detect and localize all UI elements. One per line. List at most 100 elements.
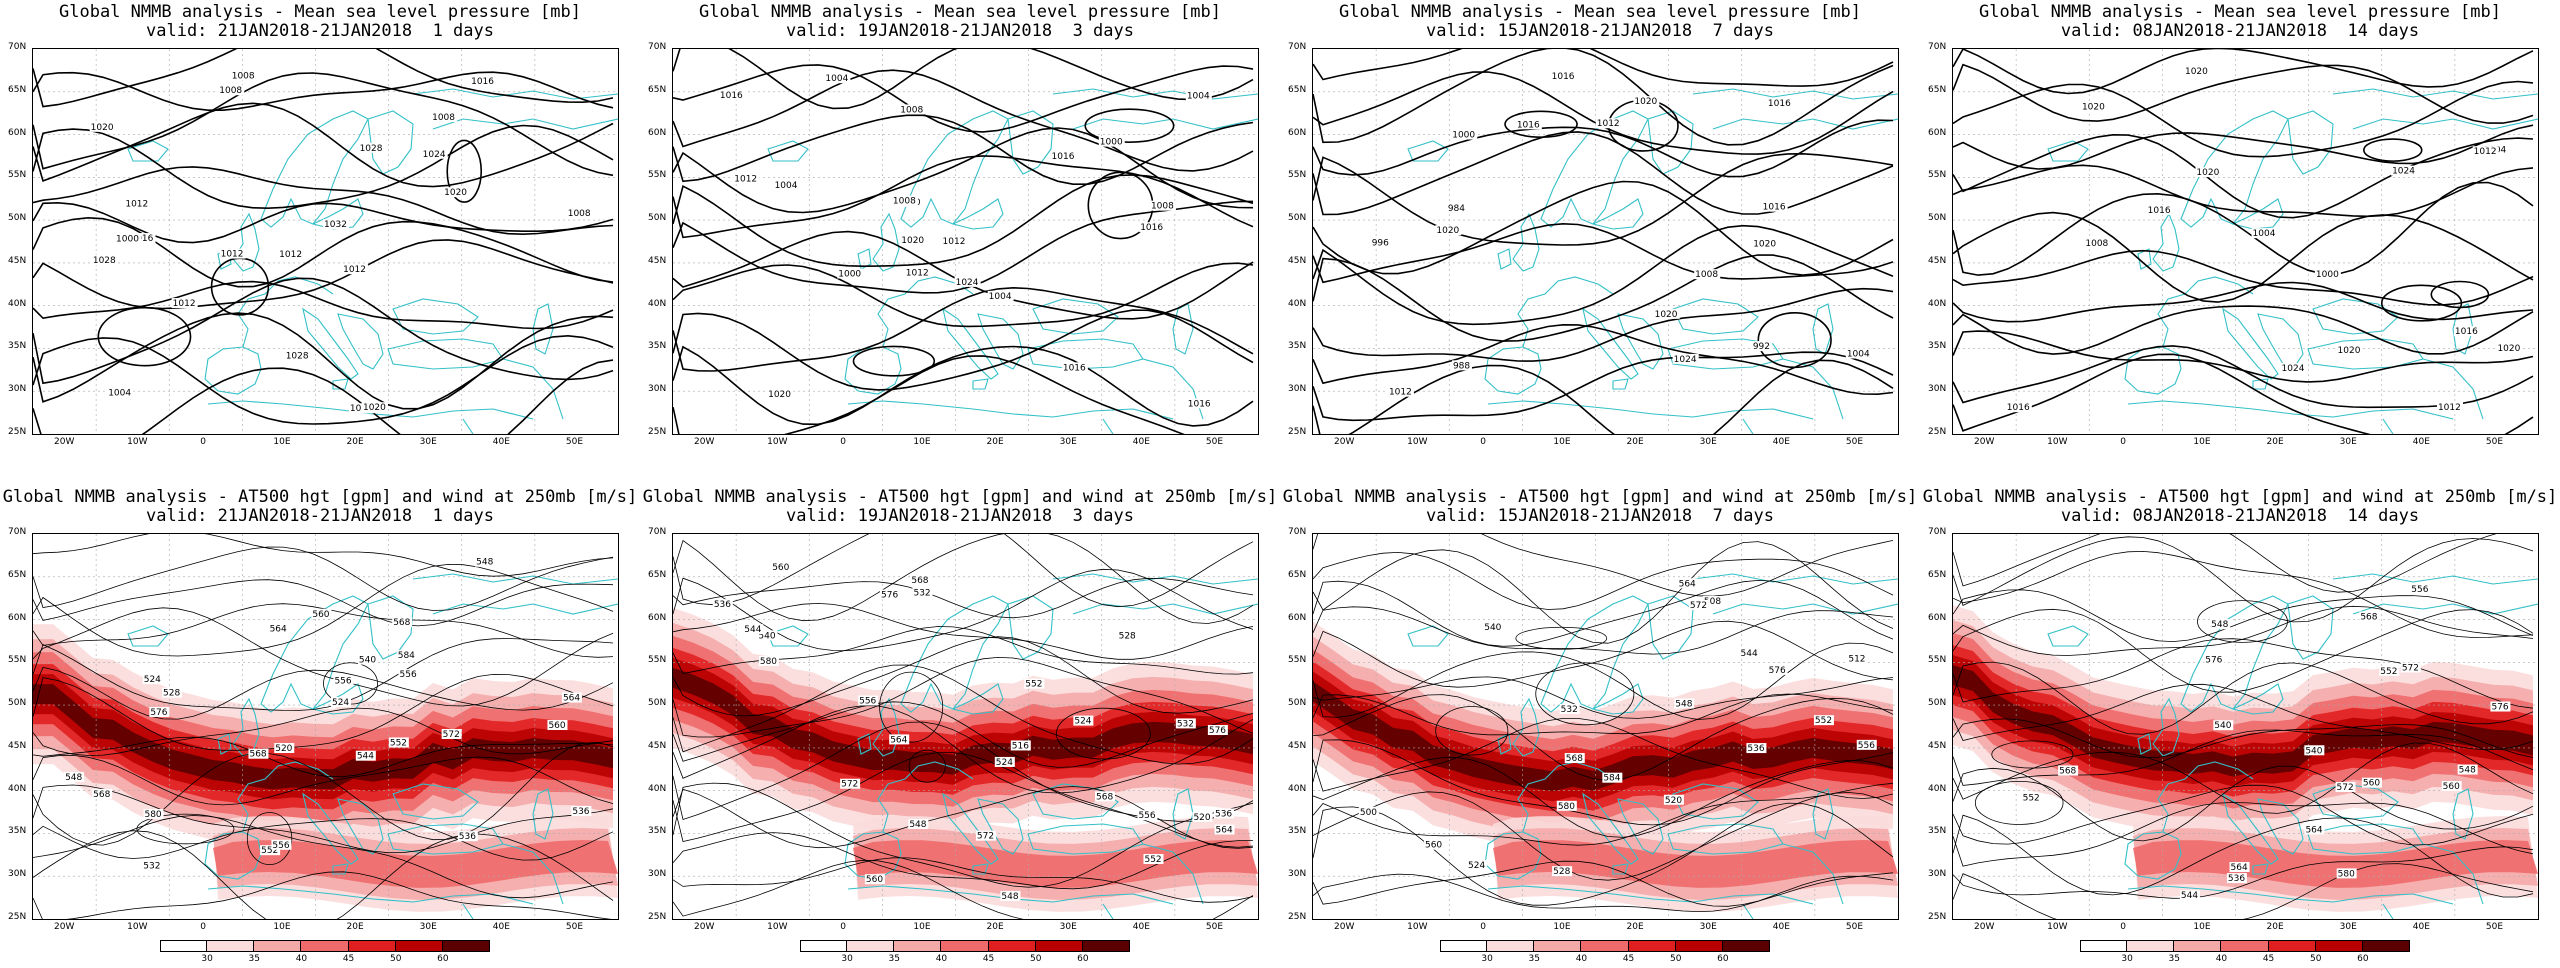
jet-shading: [2133, 840, 2538, 888]
contour-label: 1028: [360, 144, 383, 154]
lon-label: 30E: [1059, 437, 1077, 447]
contour-label-bg: [470, 75, 497, 86]
lat-label: 60N: [1928, 127, 1947, 138]
contour-label: 548: [1001, 892, 1018, 902]
contour-label: 1016: [130, 234, 153, 244]
contour-label-bg: [547, 719, 568, 730]
contour-label: 1004: [775, 181, 798, 191]
lat-label: 65N: [648, 84, 667, 95]
coastline: [2252, 378, 2269, 390]
contour-label-bg: [2084, 237, 2111, 248]
panel-title: Global NMMB analysis - AT500 hgt [gpm] a…: [1282, 487, 1918, 507]
isobar: [33, 666, 614, 720]
lat-label: 70N: [8, 42, 27, 52]
contour-label-bg: [1856, 739, 1877, 750]
lat-label: 35N: [1928, 341, 1947, 352]
coastline: [1712, 118, 1898, 130]
isobar: [33, 334, 614, 425]
contour-label: 560: [2443, 782, 2460, 792]
colorbar-tick: 45: [342, 954, 355, 964]
contour-label: 576: [2491, 703, 2508, 713]
contour-label-bg: [2183, 66, 2210, 77]
coastline: [1102, 903, 1114, 919]
coastline: [1007, 110, 1054, 175]
contour-label-bg: [1423, 839, 1444, 850]
contour-label: 1008: [1695, 270, 1718, 280]
z500-panel-1: Global NMMB analysis - AT500 hgt [gpm] a…: [0, 485, 640, 965]
colorbar-swatch: [894, 940, 942, 952]
contour-label-bg: [2210, 619, 2231, 630]
contour-label: 552: [1144, 855, 1161, 865]
contour-label: 1012: [2474, 147, 2497, 157]
contour-label-bg: [171, 298, 198, 309]
contour-label: 520: [1193, 813, 1210, 823]
colorbar-swatch: [2315, 940, 2363, 952]
contour-label-bg: [1813, 715, 1834, 726]
contour-label-bg: [1766, 98, 1793, 109]
isobar: [1953, 729, 2534, 786]
contour-label: 552: [390, 738, 407, 748]
contour-label: 1008: [219, 86, 242, 96]
contour-label: 564: [1216, 826, 1233, 836]
contour-label: 560: [2363, 779, 2380, 789]
lon-label: 20W: [1974, 922, 1995, 932]
coastline: [1582, 307, 1639, 380]
contour-label: 572: [2402, 664, 2419, 674]
contour-label-bg: [561, 692, 582, 703]
isobar: [1313, 49, 1894, 87]
isobar: [1953, 63, 2534, 124]
contour-label-bg: [115, 233, 142, 244]
coastline: [337, 313, 384, 370]
coastline: [951, 198, 1004, 230]
coastline: [207, 885, 534, 905]
contour-label: 1016: [1517, 120, 1540, 130]
coastline: [767, 140, 809, 162]
coastline: [1742, 418, 1754, 434]
lon-label: 0: [840, 437, 846, 447]
coastline: [1591, 683, 1644, 715]
coastline: [1612, 863, 1629, 875]
coastline: [2352, 603, 2538, 615]
isobar: [33, 280, 614, 330]
isobar: [33, 166, 614, 236]
coastline: [387, 338, 504, 370]
lon-label: 20E: [986, 437, 1004, 447]
isobar: [1313, 119, 1894, 178]
contour-label: 536: [1215, 809, 1232, 819]
colorbar-tick: 30: [2121, 954, 2133, 964]
coastline: [857, 248, 872, 270]
coastline: [2382, 418, 2394, 434]
contour-label-bg: [758, 656, 779, 667]
isobar: [673, 857, 1254, 903]
contour-label: 540: [2305, 746, 2322, 756]
isobar: [1313, 802, 1894, 906]
contour-label: 548: [1675, 700, 1692, 710]
coastline: [367, 110, 414, 175]
contour-label-bg: [219, 248, 246, 259]
contour-label: 524: [144, 675, 161, 685]
lat-label: 55N: [1288, 170, 1307, 181]
lat-label: 30N: [8, 384, 27, 395]
coastline: [1540, 110, 1649, 228]
colorbar-swatch: [2268, 940, 2316, 952]
coastline: [2252, 863, 2269, 875]
isobar: [1313, 606, 1894, 655]
coastline: [1172, 303, 1194, 355]
lat-label: 50N: [8, 698, 27, 709]
map-frame: 536 540 544 548 552 556 560 564 568 572 576 580 540 5…: [1952, 533, 2539, 920]
colorbar-tick: 35: [1528, 954, 1541, 964]
contour-label: 580: [760, 657, 777, 667]
contour-label: 1024: [2282, 364, 2305, 374]
coastline: [204, 346, 262, 395]
isobar: [33, 830, 614, 919]
contour-label-bg: [987, 290, 1014, 301]
contour-label-bg: [771, 561, 792, 572]
lat-label: 40N: [1928, 298, 1947, 309]
coastline: [1582, 792, 1639, 865]
contour-label-bg: [994, 756, 1015, 767]
contour-label-bg: [2335, 781, 2356, 792]
isobar: [1953, 181, 2534, 276]
panel-valid-period: valid: 19JAN2018-21JAN2018 3 days: [786, 506, 1134, 526]
lon-label: 20W: [694, 922, 715, 932]
coastline: [1517, 761, 1614, 833]
